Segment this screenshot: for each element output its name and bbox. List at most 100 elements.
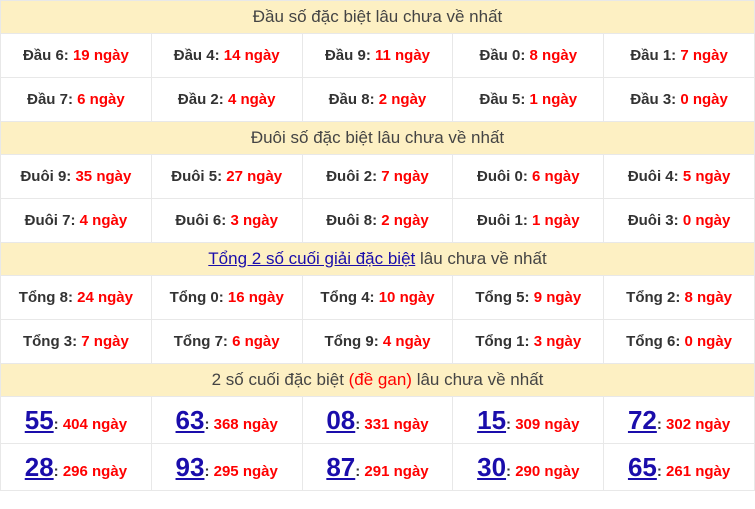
table-cell: 63: 368 ngày	[150, 396, 303, 444]
cell-value: 0 ngày	[682, 212, 731, 229]
cell-label: Đuôi 8	[326, 212, 373, 229]
cell-value: 5 ngày	[682, 168, 731, 185]
table-row: Tổng 8: 24 ngày Tổng 0: 16 ngày Tổng 4: 10…	[0, 275, 755, 320]
cell-value: 3 ngày	[230, 212, 278, 229]
cell-label: Tổng 8	[18, 289, 68, 306]
cell-value: 24 ngày	[77, 289, 133, 306]
table-row: Đầu 7: 6 ngày Đầu 2: 4 ngày Đầu 8: 2 ngày Đ…	[0, 77, 755, 122]
table-cell: Đuôi 6: 3 ngày	[150, 198, 303, 243]
cell-label: Đầu 2	[177, 91, 219, 108]
table-cell: Đuôi 0: 6 ngày	[452, 154, 605, 199]
table-cell: Đầu 9: 11 ngày	[301, 33, 454, 78]
table-cell: 15: 309 ngày	[452, 396, 605, 444]
table-cell: Tổng 4: 10 ngày	[301, 275, 454, 320]
table-cell: Tổng 3: 7 ngày	[0, 319, 152, 364]
cell-value: 2 ngày	[378, 91, 427, 108]
cell-value: 11 ngày	[374, 47, 431, 64]
cell-value: 35 ngày	[75, 168, 132, 185]
section-header: Đầu số đặc biệt lâu chưa về nhất	[0, 0, 755, 34]
number-link[interactable]: 08	[326, 404, 356, 435]
stats-table: Đầu số đặc biệt lâu chưa về nhất Đầu 6: 1…	[0, 0, 755, 491]
cell-label: Đầu 0	[479, 47, 521, 64]
cell-value: 1 ngày	[532, 212, 580, 229]
section-header: 2 số cuối đặc biệt (đề gan) lâu chưa về …	[0, 363, 755, 397]
cell-value: 4 ngày	[79, 212, 128, 229]
cell-value: 19 ngày	[72, 47, 129, 64]
number-link[interactable]: 63	[175, 404, 205, 435]
table-cell: 28: 296 ngày	[0, 443, 152, 491]
table-cell: Đuôi 2: 7 ngày	[301, 154, 454, 199]
cell-label: Đầu 9	[324, 47, 366, 64]
cell-label: Đầu 1	[630, 47, 672, 64]
cell-value: 290 ngày	[515, 462, 580, 480]
cell-value: 0 ngày	[684, 333, 733, 350]
cell-value: 4 ngày	[227, 91, 276, 108]
cell-value: 6 ngày	[232, 333, 280, 350]
table-cell: Đầu 8: 2 ngày	[301, 77, 454, 122]
cell-label: Đuôi 5	[171, 168, 218, 185]
number-link[interactable]: 30	[477, 451, 507, 482]
cell-value: 302 ngày	[666, 415, 731, 433]
table-cell: Tổng 6: 0 ngày	[603, 319, 755, 364]
cell-label: Đuôi 7	[24, 212, 71, 229]
cell-value: 3 ngày	[533, 333, 582, 350]
table-cell: Đầu 7: 6 ngày	[0, 77, 152, 122]
table-row: 55: 404 ngày 63: 368 ngày 08: 331 ngày 15: …	[0, 396, 755, 444]
cell-label: Đầu 6	[22, 47, 64, 64]
cell-value: 1 ngày	[529, 91, 578, 108]
cell-value: 6 ngày	[77, 91, 125, 108]
cell-label: Tổng 4	[320, 289, 370, 306]
cell-label: Tổng 2	[626, 289, 676, 306]
table-cell: 08: 331 ngày	[301, 396, 454, 444]
number-link[interactable]: 72	[627, 404, 657, 435]
cell-label: Tổng 1	[475, 333, 525, 350]
section-title: 2 số cuối đặc biệt	[211, 370, 349, 389]
cell-value: 14 ngày	[223, 47, 280, 64]
table-row: Tổng 3: 7 ngày Tổng 7: 6 ngày Tổng 9: 4 ng…	[0, 319, 755, 364]
table-cell: Đầu 5: 1 ngày	[452, 77, 605, 122]
cell-value: 404 ngày	[62, 415, 128, 433]
cell-label: Tổng 5	[475, 289, 525, 306]
cell-value: 296 ngày	[62, 462, 128, 480]
table-cell: 55: 404 ngày	[0, 396, 152, 444]
number-link[interactable]: 93	[175, 451, 205, 482]
section-title: Đuôi số đặc biệt lâu chưa về nhất	[250, 128, 505, 147]
cell-value: 8 ngày	[684, 289, 733, 306]
cell-value: 368 ngày	[213, 415, 278, 433]
section-header: Đuôi số đặc biệt lâu chưa về nhất	[0, 121, 755, 155]
cell-value: 0 ngày	[680, 91, 728, 108]
number-link[interactable]: 55	[24, 404, 54, 435]
table-cell: Đuôi 5: 27 ngày	[150, 154, 303, 199]
cell-value: 261 ngày	[666, 462, 731, 480]
cell-value: 331 ngày	[364, 415, 429, 433]
number-link[interactable]: 28	[24, 451, 54, 482]
cell-value: 7 ngày	[381, 168, 429, 185]
table-row: 28: 296 ngày 93: 295 ngày 87: 291 ngày 30: …	[0, 443, 755, 491]
cell-label: Đuôi 2	[326, 168, 373, 185]
number-link[interactable]: 15	[477, 404, 507, 435]
cell-label: Đuôi 1	[477, 212, 523, 229]
cell-label: Tổng 9	[324, 333, 374, 350]
cell-label: Tổng 0	[169, 289, 219, 306]
table-cell: Đầu 0: 8 ngày	[452, 33, 605, 78]
table-cell: 72: 302 ngày	[603, 396, 755, 444]
table-cell: Tổng 7: 6 ngày	[150, 319, 303, 364]
table-cell: Đầu 4: 14 ngày	[150, 33, 303, 78]
table-cell: Đuôi 7: 4 ngày	[0, 198, 152, 243]
cell-value: 291 ngày	[364, 462, 429, 480]
cell-label: Tổng 3	[22, 333, 73, 350]
table-row: Đuôi 9: 35 ngày Đuôi 5: 27 ngày Đuôi 2: 7 …	[0, 154, 755, 199]
table-cell: Đuôi 8: 2 ngày	[301, 198, 454, 243]
number-link[interactable]: 87	[326, 451, 356, 482]
cell-value: 9 ngày	[533, 289, 582, 306]
table-cell: Tổng 8: 24 ngày	[0, 275, 152, 320]
cell-label: Đuôi 6	[175, 212, 222, 229]
cell-label: Tổng 6	[626, 333, 676, 350]
table-cell: 93: 295 ngày	[150, 443, 303, 491]
tong-link[interactable]: Tổng 2 số cuối giải đặc biệt	[208, 249, 416, 268]
number-link[interactable]: 65	[627, 451, 657, 482]
cell-label: Đầu 7	[27, 91, 68, 108]
cell-label: Đuôi 4	[627, 168, 674, 185]
table-cell: Đuôi 4: 5 ngày	[603, 154, 755, 199]
table-cell: Đầu 6: 19 ngày	[0, 33, 152, 78]
